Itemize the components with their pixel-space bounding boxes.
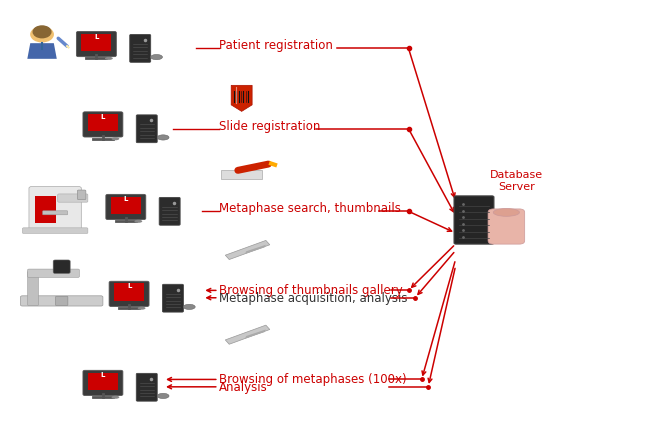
Ellipse shape [150,55,162,60]
FancyBboxPatch shape [114,283,144,301]
Ellipse shape [112,137,119,140]
Text: L: L [101,372,105,378]
FancyBboxPatch shape [81,34,112,51]
Text: Browsing of thumbnails gallery: Browsing of thumbnails gallery [218,284,403,297]
FancyBboxPatch shape [162,284,183,312]
Text: Database
Server: Database Server [490,170,543,192]
Text: L: L [123,197,128,202]
Text: L: L [127,283,131,290]
Ellipse shape [157,135,169,140]
FancyBboxPatch shape [43,211,67,215]
Ellipse shape [183,304,195,309]
Polygon shape [231,85,252,111]
FancyBboxPatch shape [53,260,70,273]
FancyBboxPatch shape [221,169,262,179]
Polygon shape [225,240,270,260]
Ellipse shape [493,209,519,216]
FancyBboxPatch shape [136,374,157,401]
FancyBboxPatch shape [454,196,494,244]
Text: Analysis: Analysis [218,381,267,394]
FancyBboxPatch shape [130,34,150,62]
Polygon shape [225,325,270,344]
FancyBboxPatch shape [35,196,56,223]
FancyBboxPatch shape [77,31,116,57]
FancyBboxPatch shape [28,269,79,277]
Polygon shape [245,245,266,254]
FancyBboxPatch shape [83,112,123,137]
Polygon shape [27,43,57,59]
Ellipse shape [135,220,143,223]
Circle shape [33,26,51,38]
Text: Patient registration: Patient registration [218,39,333,52]
FancyBboxPatch shape [88,373,118,390]
FancyArrowPatch shape [238,164,269,170]
FancyBboxPatch shape [159,198,180,225]
FancyBboxPatch shape [488,209,525,244]
FancyBboxPatch shape [20,296,103,306]
Ellipse shape [112,396,119,399]
FancyBboxPatch shape [29,187,81,232]
FancyBboxPatch shape [109,281,149,306]
FancyBboxPatch shape [77,190,86,200]
Ellipse shape [157,393,169,399]
FancyBboxPatch shape [22,228,88,234]
Text: Metaphase acquisition, analysis: Metaphase acquisition, analysis [218,292,407,304]
Ellipse shape [138,307,145,310]
FancyBboxPatch shape [106,194,146,220]
Circle shape [31,27,53,42]
FancyBboxPatch shape [58,194,88,202]
Text: L: L [101,114,105,120]
Ellipse shape [105,57,113,60]
FancyBboxPatch shape [55,296,68,306]
FancyBboxPatch shape [136,115,157,143]
FancyBboxPatch shape [83,370,123,396]
FancyBboxPatch shape [111,197,141,214]
FancyBboxPatch shape [28,271,38,306]
Text: Browsing of metaphases (100x): Browsing of metaphases (100x) [218,373,407,386]
FancyBboxPatch shape [88,114,118,131]
Text: Slide registration: Slide registration [218,120,320,133]
Polygon shape [245,330,266,339]
Text: L: L [94,33,98,40]
Text: Metaphase search, thumbnails: Metaphase search, thumbnails [218,202,401,215]
